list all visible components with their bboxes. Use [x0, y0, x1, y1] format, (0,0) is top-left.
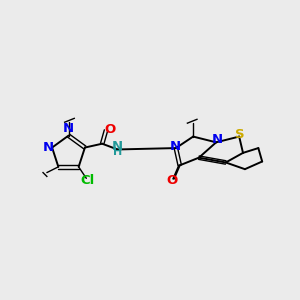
Text: Cl: Cl: [80, 174, 94, 187]
Text: O: O: [104, 123, 116, 136]
Text: N: N: [169, 140, 181, 153]
Text: H: H: [113, 147, 122, 157]
Text: N: N: [112, 140, 123, 153]
Text: S: S: [235, 128, 245, 141]
Text: N: N: [212, 133, 223, 146]
Text: N: N: [43, 141, 54, 154]
Text: N: N: [63, 122, 74, 135]
Text: O: O: [167, 174, 178, 187]
